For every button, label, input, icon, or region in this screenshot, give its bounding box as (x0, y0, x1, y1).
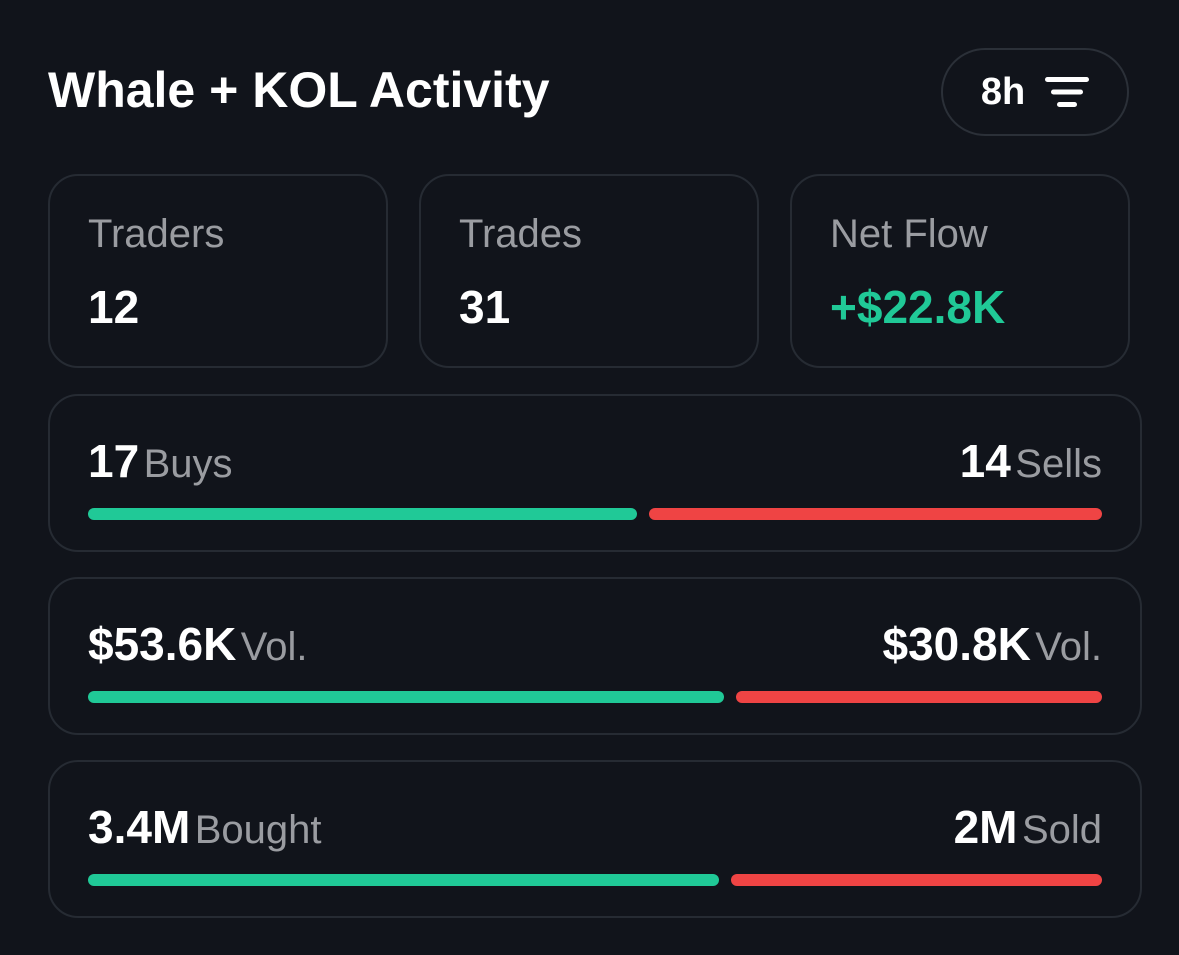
bought-sold-card: 3.4M Bought 2M Sold (48, 760, 1142, 918)
panel-title: Whale + KOL Activity (48, 62, 550, 118)
buys-label: Buys (143, 442, 233, 486)
stat-card-trades: Trades 31 (419, 174, 759, 368)
sell-volume-value: $30.8K (882, 618, 1031, 670)
buys-sells-card: 17 Buys 14 Sells (48, 394, 1142, 552)
buys-summary: 17 Buys (88, 434, 233, 488)
buys-count: 17 (88, 435, 140, 487)
stat-label: Net Flow (830, 212, 988, 256)
bought-label: Bought (194, 808, 322, 852)
sell-segment (731, 874, 1102, 886)
net-flow-value: +$22.8K (830, 281, 1006, 333)
bought-sold-ratio-bar (88, 874, 1102, 886)
stat-card-traders: Traders 12 (48, 174, 388, 368)
stat-value: 31 (459, 281, 511, 333)
buy-volume-label: Vol. (240, 625, 308, 669)
sell-volume-summary: $30.8K Vol. (882, 617, 1102, 671)
buy-segment (88, 691, 725, 703)
sold-amount: 2M (953, 801, 1018, 853)
sold-label: Sold (1021, 808, 1102, 852)
sold-summary: 2M Sold (954, 800, 1102, 854)
time-filter-button[interactable]: 8h (941, 48, 1129, 136)
filter-lines-icon (1045, 77, 1090, 107)
buy-volume-value: $53.6K (88, 618, 237, 670)
volume-card: $53.6K Vol. $30.8K Vol. (48, 577, 1142, 735)
sell-segment (736, 691, 1102, 703)
stat-card-net-flow: Net Flow +$22.8K (790, 174, 1130, 368)
sells-label: Sells (1015, 442, 1102, 486)
volume-ratio-bar (88, 691, 1102, 703)
sell-volume-label: Vol. (1035, 625, 1102, 669)
sells-count: 14 (959, 435, 1011, 487)
sell-segment (649, 508, 1102, 520)
stat-label: Trades (459, 212, 583, 256)
buy-volume-summary: $53.6K Vol. (88, 617, 308, 671)
buy-segment (88, 508, 638, 520)
bought-amount: 3.4M (88, 801, 191, 853)
bought-summary: 3.4M Bought (88, 800, 322, 854)
stat-value: 12 (88, 281, 140, 333)
buys-sells-ratio-bar (88, 508, 1102, 520)
sells-summary: 14 Sells (960, 434, 1102, 488)
buy-segment (88, 874, 720, 886)
time-filter-label: 8h (980, 70, 1026, 113)
stat-label: Traders (88, 212, 225, 256)
